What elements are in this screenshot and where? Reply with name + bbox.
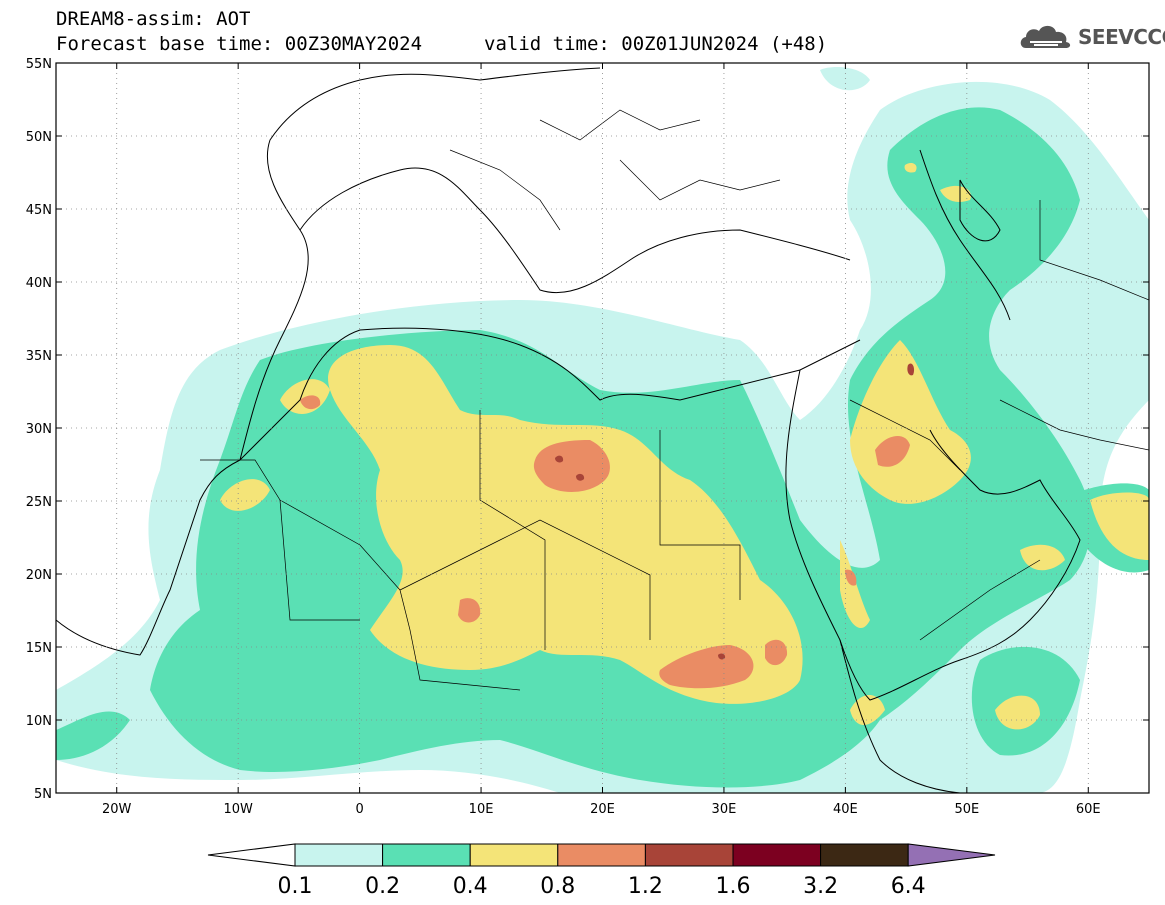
lat-label: 30N — [26, 422, 52, 437]
coastlines — [56, 67, 1081, 793]
map-title: DREAM8-assim: AOT — [56, 8, 251, 30]
lat-label: 20N — [26, 568, 52, 583]
forecast-base-time: Forecast base time: 00Z30MAY2024 — [56, 33, 423, 55]
lon-label: 30E — [712, 802, 737, 817]
colorbar-swatch — [382, 843, 471, 867]
lon-label: 60E — [1076, 802, 1101, 817]
colorbar-swatch — [644, 843, 734, 867]
lon-label: 20E — [590, 802, 615, 817]
colorbar-swatch — [820, 843, 909, 867]
lon-label: 10W — [223, 802, 253, 817]
valid-time: valid time: 00Z01JUN2024 (+48) — [484, 33, 828, 55]
colorbar-swatch — [557, 843, 646, 867]
lat-label: 55N — [26, 57, 52, 72]
colorbar-swatch — [469, 843, 559, 867]
colorbar-label: 0.4 — [453, 874, 488, 899]
colorbar-label: 3.2 — [803, 874, 838, 899]
colorbar-under-arrow — [207, 843, 296, 867]
lat-label: 5N — [34, 787, 52, 802]
colorbar-label: 0.2 — [365, 874, 400, 899]
cloud-icon — [1020, 25, 1071, 48]
lon-label: 20W — [102, 802, 132, 817]
colorbar-label: 0.8 — [540, 874, 575, 899]
lon-label: 10E — [469, 802, 494, 817]
colorbar-label: 1.2 — [628, 874, 663, 899]
lon-label: 0 — [355, 802, 363, 817]
aot-band-1.2-1.6 — [555, 363, 915, 660]
lat-label: 40N — [26, 276, 52, 291]
longitude-labels: 20W 10W 0 10E 20E 30E 40E 50E 60E — [102, 802, 1101, 817]
colorbar-label: 0.1 — [278, 874, 313, 899]
lon-label: 50E — [954, 802, 979, 817]
aot-band-0.8-1.2 — [300, 395, 910, 689]
lat-label: 15N — [26, 641, 52, 656]
country-borders — [200, 109, 1149, 691]
axis-ticks — [56, 62, 1149, 794]
colorbar-swatch — [732, 843, 822, 867]
lat-label: 25N — [26, 495, 52, 510]
colorbar-label: 1.6 — [716, 874, 751, 899]
logo-text: SEEVCCC — [1078, 25, 1165, 49]
colorbar-label: 6.4 — [891, 874, 926, 899]
lat-label: 50N — [26, 130, 52, 145]
latitude-labels: 55N 50N 45N 40N 35N 30N 25N 20N 15N 10N 5N — [26, 57, 52, 802]
lat-label: 45N — [26, 203, 52, 218]
lat-label: 10N — [26, 714, 52, 729]
lat-label: 35N — [26, 349, 52, 364]
seevccc-logo: SEEVCCC — [1018, 22, 1165, 52]
colorbar-over-arrow — [907, 843, 996, 867]
colorbar-swatch — [294, 843, 384, 867]
lon-label: 40E — [833, 802, 858, 817]
